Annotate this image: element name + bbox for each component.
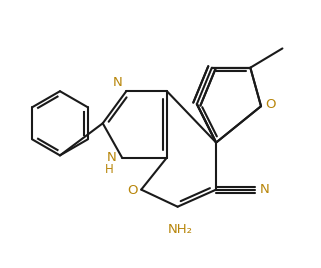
Text: N: N [112, 76, 122, 89]
Text: N: N [260, 183, 270, 196]
Text: H: H [105, 163, 114, 176]
Text: O: O [265, 98, 276, 111]
Text: NH₂: NH₂ [167, 223, 192, 236]
Text: N: N [107, 151, 117, 164]
Text: O: O [127, 184, 138, 197]
